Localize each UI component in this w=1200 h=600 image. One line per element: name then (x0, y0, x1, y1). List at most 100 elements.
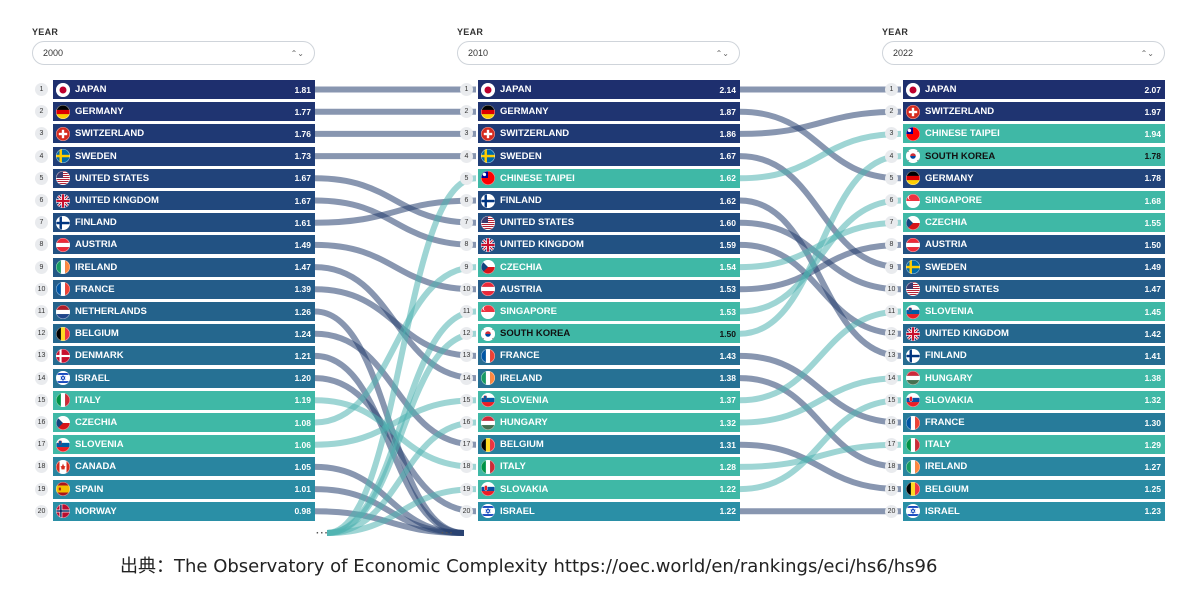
rank-row-belgium[interactable]: 19 BELGIUM 1.25 (882, 479, 1165, 499)
rank-row-japan[interactable]: 1 JAPAN 1.81 (32, 80, 315, 99)
rank-row-slovakia[interactable]: 15 SLOVAKIA 1.32 (882, 390, 1165, 410)
ribbon-austria (314, 241, 477, 293)
rank-bar: IRELAND 1.38 (478, 368, 740, 388)
rank-row-denmark[interactable]: 13 DENMARK 1.21 (32, 346, 315, 366)
rank-row-hungary[interactable]: 16 HUNGARY 1.32 (457, 413, 740, 432)
rank-row-norway[interactable]: 20 NORWAY 0.98 (32, 501, 315, 521)
country-name: NORWAY (75, 505, 117, 517)
rank-row-sweden[interactable]: 4 SWEDEN 1.67 (457, 146, 740, 166)
rank-row-czechia[interactable]: 16 CZECHIA 1.08 (32, 413, 315, 432)
ch-flag-icon (55, 126, 71, 141)
rank-row-united-states[interactable]: 7 UNITED STATES 1.60 (457, 213, 740, 233)
rank-number: 5 (35, 171, 48, 185)
rank-row-united-states[interactable]: 10 UNITED STATES 1.47 (882, 279, 1165, 299)
rank-row-israel[interactable]: 20 ISRAEL 1.23 (882, 501, 1165, 521)
rank-row-finland[interactable]: 7 FINLAND 1.61 (32, 213, 315, 233)
rank-row-austria[interactable]: 8 AUSTRIA 1.50 (882, 235, 1165, 255)
rank-row-slovenia[interactable]: 17 SLOVENIA 1.06 (32, 435, 315, 455)
country-name: SLOVENIA (500, 394, 549, 406)
year-select[interactable]: 2000 ⌃⌄ (32, 41, 315, 65)
rank-row-italy[interactable]: 17 ITALY 1.29 (882, 435, 1165, 455)
rank-row-united-kingdom[interactable]: 6 UNITED KINGDOM 1.67 (32, 191, 315, 210)
rank-bar: BELGIUM 1.24 (53, 324, 315, 344)
rank-row-japan[interactable]: 1 JAPAN 2.14 (457, 80, 740, 99)
rank-row-italy[interactable]: 18 ITALY 1.28 (457, 457, 740, 477)
rank-row-united-kingdom[interactable]: 8 UNITED KINGDOM 1.59 (457, 235, 740, 255)
eci-value: 1.61 (294, 217, 311, 228)
rank-row-switzerland[interactable]: 3 SWITZERLAND 1.86 (457, 124, 740, 144)
rank-row-ireland[interactable]: 18 IRELAND 1.27 (882, 457, 1165, 477)
rank-row-czechia[interactable]: 9 CZECHIA 1.54 (457, 257, 740, 277)
rank-row-netherlands[interactable]: 11 NETHERLANDS 1.26 (32, 302, 315, 321)
rank-row-chinese-taipei[interactable]: 3 CHINESE TAIPEI 1.94 (882, 124, 1165, 144)
rank-row-ireland[interactable]: 14 IRELAND 1.38 (457, 368, 740, 388)
rank-row-israel[interactable]: 14 ISRAEL 1.20 (32, 368, 315, 388)
eci-value: 1.73 (294, 151, 311, 162)
country-name: SLOVAKIA (925, 394, 974, 406)
rank-row-sweden[interactable]: 9 SWEDEN 1.49 (882, 257, 1165, 277)
rank-row-ireland[interactable]: 9 IRELAND 1.47 (32, 257, 315, 277)
rank-bar: SWEDEN 1.67 (478, 146, 740, 166)
rank-row-chinese-taipei[interactable]: 5 CHINESE TAIPEI 1.62 (457, 168, 740, 188)
rank-number: 15 (35, 393, 48, 407)
rank-row-japan[interactable]: 1 JAPAN 2.07 (882, 80, 1165, 99)
fi-flag-icon (55, 215, 71, 230)
country-name: SWITZERLAND (500, 128, 570, 140)
ribbon-italy (739, 441, 902, 470)
rank-row-germany[interactable]: 2 GERMANY 1.77 (32, 102, 315, 122)
rank-row-france[interactable]: 13 FRANCE 1.43 (457, 346, 740, 366)
rank-row-south-korea[interactable]: 12 SOUTH KOREA 1.50 (457, 324, 740, 344)
rank-bar: JAPAN 2.14 (478, 80, 740, 99)
rank-row-germany[interactable]: 2 GERMANY 1.87 (457, 102, 740, 122)
country-name: FINLAND (500, 195, 542, 206)
rank-row-switzerland[interactable]: 3 SWITZERLAND 1.76 (32, 124, 315, 144)
rank-row-belgium[interactable]: 17 BELGIUM 1.31 (457, 435, 740, 455)
se-flag-icon (55, 149, 71, 164)
rank-row-singapore[interactable]: 6 SINGAPORE 1.68 (882, 191, 1165, 210)
rank-row-france[interactable]: 10 FRANCE 1.39 (32, 279, 315, 299)
country-name: BELGIUM (500, 439, 544, 451)
eci-value: 1.78 (1144, 173, 1161, 184)
us-flag-icon (55, 171, 71, 186)
rank-bar: BELGIUM 1.31 (478, 435, 740, 455)
rank-number: 5 (460, 171, 473, 185)
rank-row-germany[interactable]: 5 GERMANY 1.78 (882, 168, 1165, 188)
rank-row-south-korea[interactable]: 4 SOUTH KOREA 1.78 (882, 146, 1165, 166)
eci-value: 1.97 (1144, 106, 1161, 117)
rank-row-belgium[interactable]: 12 BELGIUM 1.24 (32, 324, 315, 344)
rank-bar: SLOVENIA 1.06 (53, 435, 315, 455)
rank-row-canada[interactable]: 18 CANADA 1.05 (32, 457, 315, 477)
be-flag-icon (480, 437, 496, 452)
rank-row-sweden[interactable]: 4 SWEDEN 1.73 (32, 146, 315, 166)
country-name: CANADA (75, 461, 117, 473)
rank-row-united-states[interactable]: 5 UNITED STATES 1.67 (32, 168, 315, 188)
rank-row-slovakia[interactable]: 19 SLOVAKIA 1.22 (457, 479, 740, 499)
year-select[interactable]: 2010 ⌃⌄ (457, 41, 740, 65)
rank-row-israel[interactable]: 20 ISRAEL 1.22 (457, 501, 740, 521)
rank-row-slovenia[interactable]: 11 SLOVENIA 1.45 (882, 302, 1165, 321)
rank-row-italy[interactable]: 15 ITALY 1.19 (32, 390, 315, 410)
rank-row-finland[interactable]: 6 FINLAND 1.62 (457, 191, 740, 210)
rank-row-austria[interactable]: 8 AUSTRIA 1.49 (32, 235, 315, 255)
rank-bar: GERMANY 1.78 (903, 168, 1165, 188)
rank-number: 3 (35, 127, 48, 141)
rank-row-united-kingdom[interactable]: 12 UNITED KINGDOM 1.42 (882, 324, 1165, 344)
rank-row-finland[interactable]: 13 FINLAND 1.41 (882, 346, 1165, 366)
cz-flag-icon (905, 215, 921, 230)
rank-bar: IRELAND 1.47 (53, 257, 315, 277)
year-select[interactable]: 2022 ⌃⌄ (882, 41, 1165, 65)
rank-number: 11 (460, 305, 473, 318)
country-name: UNITED KINGDOM (500, 239, 584, 251)
rank-row-france[interactable]: 16 FRANCE 1.30 (882, 413, 1165, 432)
eci-value: 1.27 (1144, 461, 1161, 472)
gb-flag-icon (55, 193, 71, 208)
rank-row-czechia[interactable]: 7 CZECHIA 1.55 (882, 213, 1165, 233)
rank-number: 1 (885, 83, 898, 96)
se-flag-icon (480, 149, 496, 164)
rank-row-slovenia[interactable]: 15 SLOVENIA 1.37 (457, 390, 740, 410)
rank-row-singapore[interactable]: 11 SINGAPORE 1.53 (457, 302, 740, 321)
rank-row-switzerland[interactable]: 2 SWITZERLAND 1.97 (882, 102, 1165, 122)
rank-row-hungary[interactable]: 14 HUNGARY 1.38 (882, 368, 1165, 388)
rank-row-spain[interactable]: 19 SPAIN 1.01 (32, 479, 315, 499)
rank-row-austria[interactable]: 10 AUSTRIA 1.53 (457, 279, 740, 299)
